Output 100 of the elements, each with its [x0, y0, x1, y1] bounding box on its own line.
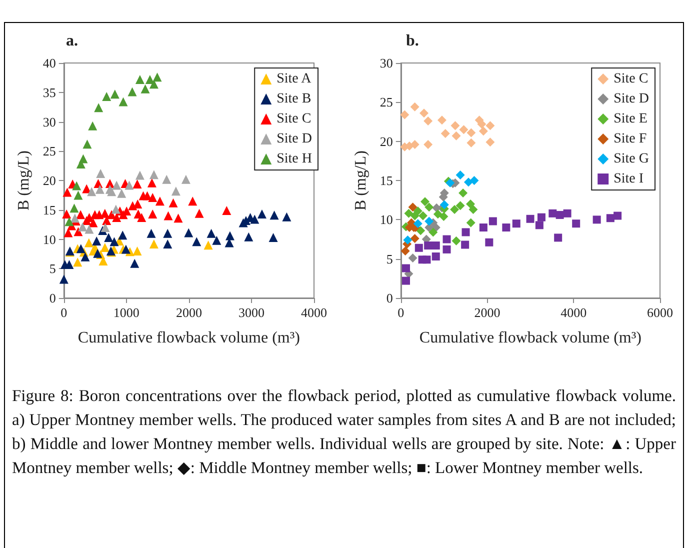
point: [548, 209, 557, 218]
point: [418, 211, 428, 220]
point: [537, 213, 546, 222]
legend-label: Site E: [614, 112, 648, 126]
legend-label: Site C: [276, 112, 312, 126]
point: [422, 256, 431, 264]
point: [163, 239, 172, 248]
point: [162, 174, 172, 184]
point: [174, 214, 183, 223]
legend-label: Site H: [276, 152, 312, 166]
point: [556, 210, 564, 219]
caption: Figure 8: Boron concentrations over the flowback period, plotted as cumulative flowback volume. a) Upper Montney member wells. The produced water samples from sites A and B are not included; b) Middle and lower Montney member wells. Individual wells are grouped by site. Note: ▲: Upper Montney member wells; ◆: Middle Montney member wells; ■: Lower Montney member wells.: [12, 385, 676, 479]
point: [149, 170, 158, 180]
legend-label: Site C: [614, 72, 648, 86]
point: [485, 238, 494, 246]
y-tick-label: 0: [49, 290, 56, 306]
point: [121, 244, 130, 254]
point: [163, 228, 172, 238]
point: [535, 221, 544, 230]
point: [408, 202, 418, 212]
point: [155, 196, 164, 206]
point: [464, 178, 473, 187]
chart-title: a.: [66, 32, 78, 50]
point: [470, 176, 479, 185]
point: [152, 72, 162, 82]
point: [424, 116, 433, 126]
point: [82, 140, 92, 149]
point: [478, 126, 488, 136]
point: [76, 210, 86, 220]
point: [118, 230, 128, 240]
point: [112, 213, 122, 222]
x-tick-label: 6000: [647, 305, 673, 320]
point: [402, 276, 410, 285]
point: [80, 252, 90, 262]
point: [135, 170, 144, 180]
point: [416, 226, 426, 236]
point: [149, 80, 158, 89]
point: [192, 237, 202, 246]
point: [62, 188, 72, 197]
x-tick-label: 2000: [474, 305, 500, 320]
point: [250, 214, 260, 224]
chart-title: b.: [406, 32, 419, 50]
x-axis-title: Cumulative flowback volume (m³): [78, 330, 300, 346]
point: [59, 274, 68, 284]
point: [130, 258, 140, 268]
x-tick-label: 3000: [238, 305, 264, 320]
point: [140, 84, 150, 94]
point: [149, 239, 158, 248]
point: [70, 214, 80, 223]
y-tick-label: 15: [42, 202, 56, 218]
y-tick-label: 5: [386, 251, 393, 266]
x-tick-label: 2000: [176, 305, 202, 320]
y-tick-label: 10: [42, 232, 56, 247]
y-tick-label: 30: [42, 114, 56, 130]
point: [433, 210, 442, 219]
point: [512, 220, 520, 228]
point: [400, 110, 410, 120]
point: [466, 138, 476, 148]
point: [466, 128, 476, 138]
point: [117, 188, 126, 198]
point: [76, 244, 86, 254]
point: [88, 121, 98, 130]
point: [64, 217, 74, 226]
point: [606, 214, 614, 222]
point: [164, 211, 173, 220]
point: [222, 206, 232, 215]
point: [87, 187, 96, 196]
point: [135, 74, 144, 84]
point: [614, 212, 622, 220]
point: [479, 224, 488, 232]
point: [62, 209, 72, 218]
point: [466, 200, 476, 208]
point: [502, 224, 510, 232]
y-tick-label: 25: [42, 144, 56, 159]
point: [428, 228, 438, 237]
point: [452, 131, 461, 140]
point: [450, 121, 460, 130]
point: [450, 204, 460, 214]
point: [413, 206, 422, 216]
point: [456, 170, 465, 180]
point: [404, 208, 414, 218]
point: [440, 129, 450, 138]
point: [132, 180, 142, 189]
point: [410, 140, 420, 149]
legend-label: Site D: [276, 132, 312, 146]
y-tick-label: 10: [380, 212, 393, 228]
legend-label: Site F: [614, 132, 647, 146]
y-tick-label: 40: [42, 56, 56, 70]
point: [74, 227, 83, 236]
point: [466, 218, 476, 228]
point: [212, 236, 222, 245]
point: [488, 217, 497, 226]
point: [572, 220, 580, 228]
point: [132, 246, 142, 256]
point: [78, 154, 88, 164]
y-axis-title: B (mg/L): [16, 150, 32, 210]
y-tick-label: 15: [380, 173, 393, 188]
point: [94, 103, 104, 112]
legend-label: Site D: [614, 92, 649, 106]
point: [461, 240, 470, 249]
